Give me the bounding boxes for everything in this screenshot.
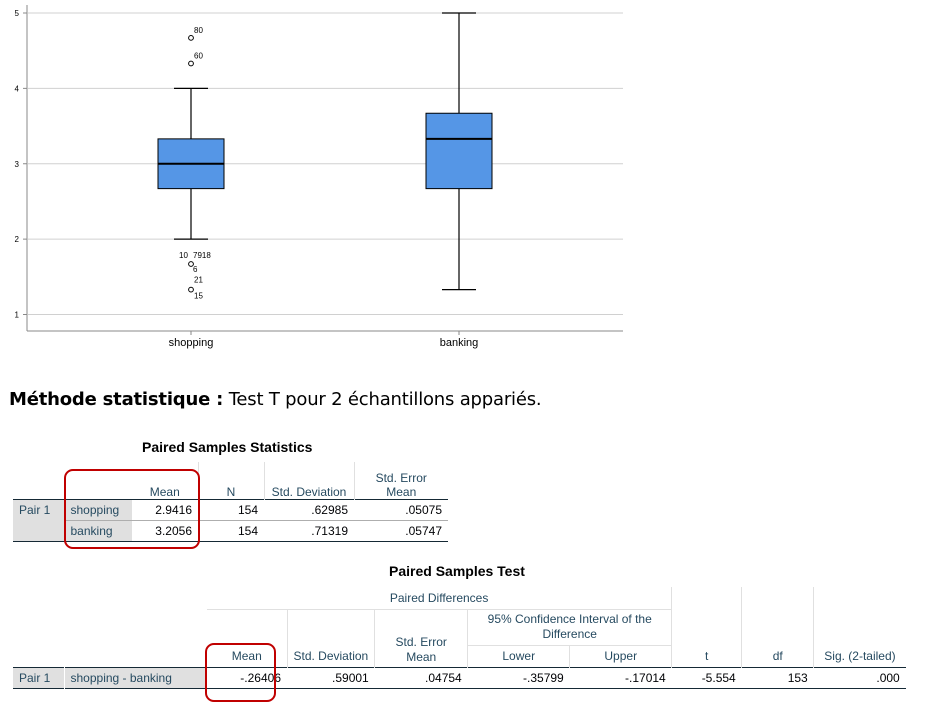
test-header-empty	[64, 587, 207, 609]
stats-cell-sd: .62985	[311, 502, 348, 517]
stats-row-name: shopping	[63, 499, 132, 520]
method-text: Test T pour 2 échantillons appariés.	[223, 389, 542, 410]
stats-header-se: Std. Error Mean	[353, 462, 448, 499]
stats-cell-se: .05747	[405, 523, 442, 538]
outlier-label: 60	[194, 52, 203, 61]
test-cell-se: .04754	[425, 670, 462, 685]
boxes: 80 60 10 7918 6 21 15	[157, 12, 493, 301]
outlier-label: 10	[179, 251, 188, 260]
x-tick-labels: shopping banking	[169, 331, 479, 349]
test-header-ci: 95% Confidence Interval of the Differenc…	[467, 608, 672, 645]
mean-highlight-test	[205, 643, 276, 702]
outlier-label: 6	[193, 265, 198, 274]
y-tick-label: 4	[15, 84, 20, 93]
method-statement: Méthode statistique : Test T pour 2 écha…	[9, 389, 542, 410]
stats-header-sd: Std. Deviation	[263, 462, 354, 499]
stats-row-name: banking	[63, 520, 132, 541]
test-header-df: df	[741, 587, 814, 667]
test-cell-upper: -.17014	[625, 670, 666, 685]
box-plot: 1 2 3 4 5 80 60 10 7918 6 21 15 shopping banking	[15, 5, 623, 349]
test-cell-mean: -.26406	[240, 670, 281, 685]
test-table-title: Paired Samples Test	[389, 563, 525, 579]
outlier-label: 7918	[193, 251, 211, 260]
outlier-label: 15	[194, 292, 203, 301]
test-header-empty	[64, 645, 207, 667]
stats-table-title: Paired Samples Statistics	[142, 439, 313, 455]
outlier-point	[188, 286, 194, 293]
stats-cell-n: 154	[237, 523, 258, 538]
test-cell-df: 153	[787, 670, 808, 685]
test-header-sd: Std. Deviation	[286, 608, 375, 667]
x-tick-label: banking	[440, 337, 479, 349]
test-header-empty	[13, 587, 64, 609]
test-header-lower: Lower	[467, 644, 570, 667]
test-cell-lower: -.35799	[523, 670, 564, 685]
y-tick-labels: 1 2 3 4 5	[15, 9, 20, 320]
test-row-name: shopping - banking	[63, 667, 207, 688]
stats-cell-sd: .71319	[311, 523, 348, 538]
test-cell-sd: .59001	[332, 670, 369, 685]
y-tick-label: 5	[15, 9, 20, 18]
mean-highlight-stats	[64, 469, 200, 549]
stats-cell-n: 154	[237, 502, 258, 517]
y-tick-label: 1	[15, 311, 20, 320]
test-header-paired-differences: Paired Differences	[389, 590, 489, 605]
test-header-empty	[64, 609, 207, 645]
test-cell-t: -5.554	[701, 670, 736, 685]
box-iqr	[425, 112, 493, 190]
test-header-mean: Mean	[207, 608, 287, 667]
stats-cell-mean: 2.9416	[155, 502, 192, 517]
test-header-se: Std. Error Mean	[374, 608, 468, 667]
test-header-empty	[13, 645, 64, 667]
y-tick-label: 3	[15, 160, 20, 169]
method-label: Méthode statistique :	[9, 389, 224, 410]
stats-header-empty	[13, 462, 64, 499]
test-table: Paired Differences t df Sig. (2-tailed) …	[13, 587, 906, 689]
outlier-point	[188, 261, 194, 267]
stats-header-n: N	[197, 462, 264, 499]
grid-lines	[23, 12, 623, 315]
test-pair-label: Pair 1	[13, 667, 64, 688]
test-header-t: t	[671, 587, 742, 667]
test-cell-sig: .000	[876, 670, 900, 685]
stats-cell-se: .05075	[405, 502, 442, 517]
stats-table: Mean N Std. Deviation Std. Error Mean Pa…	[13, 462, 448, 542]
stats-header-mean: Mean	[149, 484, 180, 499]
test-header-upper: Upper	[569, 644, 672, 667]
stats-cell-mean: 3.2056	[155, 523, 192, 538]
outlier-point	[188, 34, 194, 41]
outlier-point	[188, 60, 194, 67]
stats-pair-label: Pair 1	[13, 499, 64, 542]
outlier-label: 21	[194, 276, 203, 285]
y-tick-label: 2	[15, 235, 20, 244]
outlier-label: 80	[194, 26, 203, 35]
x-tick-label: shopping	[169, 337, 214, 349]
test-header-empty	[13, 609, 64, 645]
test-header-sig: Sig. (2-tailed)	[813, 587, 906, 667]
